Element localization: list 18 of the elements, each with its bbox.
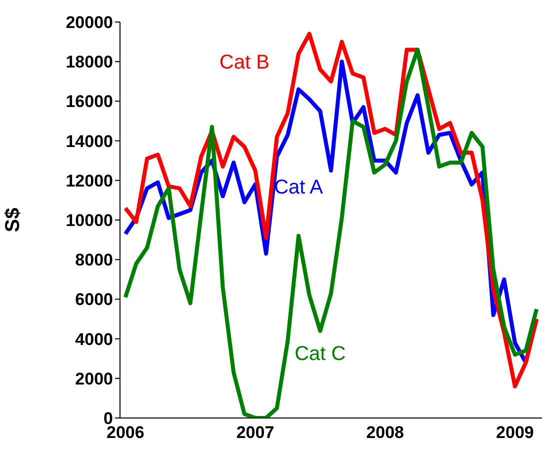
series-label: Cat B xyxy=(219,52,270,74)
y-tick-label: 2000 xyxy=(75,369,113,388)
y-tick-label: 12000 xyxy=(66,171,113,190)
y-tick-label: 10000 xyxy=(66,211,113,230)
series-label: Cat A xyxy=(274,176,324,198)
y-tick-label: 6000 xyxy=(75,290,113,310)
y-tick-label: 8000 xyxy=(75,250,113,270)
x-tick-label: 2008 xyxy=(366,423,404,442)
series-label: Cat C xyxy=(294,342,346,365)
y-tick-label: 14000 xyxy=(66,132,113,151)
y-tick-label: 18000 xyxy=(66,52,113,72)
y-tick-label: 20000 xyxy=(66,13,113,32)
x-tick-label: 2007 xyxy=(236,423,274,442)
y-axis-title: S$ xyxy=(2,208,24,232)
x-tick-label: 2006 xyxy=(106,423,144,442)
x-tick-label: 2009 xyxy=(496,423,534,442)
y-tick-label: 16000 xyxy=(66,92,113,112)
y-tick-label: 4000 xyxy=(75,330,113,349)
